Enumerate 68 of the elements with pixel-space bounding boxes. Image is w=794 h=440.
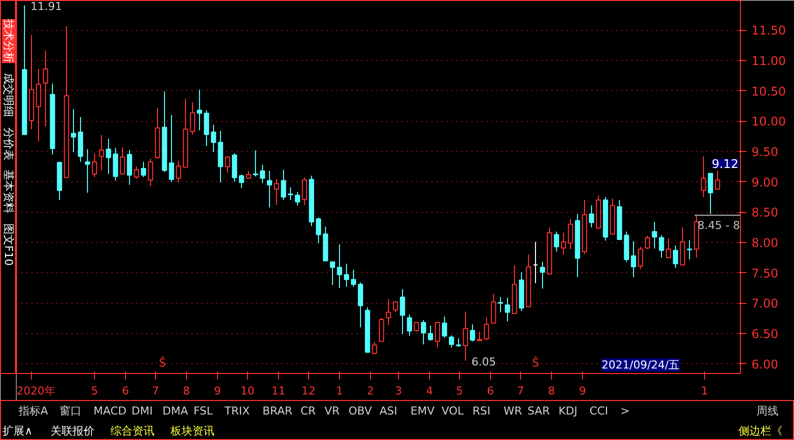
x-tick-label: 8 <box>183 384 190 398</box>
y-tick-label: 11.50 <box>752 24 786 38</box>
annotation: 11.91 <box>30 0 62 13</box>
text: DMA <box>162 404 188 418</box>
text: ASI <box>380 404 398 418</box>
x-tick-label: 2 <box>367 384 374 398</box>
x-tick-label: 5 <box>456 384 463 398</box>
x-tick-label: 11 <box>272 384 286 398</box>
text: DMI <box>132 404 153 418</box>
text: EMV <box>410 404 435 418</box>
text: RSI <box>472 404 490 418</box>
text: 指标A <box>18 404 48 418</box>
x-tick-label: 12 <box>302 384 316 398</box>
y-tick-label: 6.50 <box>752 326 778 341</box>
y-tick-label: 9.00 <box>752 175 778 190</box>
x-tick-label: 4 <box>426 384 433 398</box>
text: 图文F10 <box>2 223 15 266</box>
text: VR <box>324 404 340 418</box>
text: 周线 <box>756 404 778 418</box>
y-tick-label: 10.50 <box>752 84 786 98</box>
annotation: 6.05 <box>472 355 496 368</box>
text: TRIX <box>224 404 250 418</box>
text: 综合资讯 <box>110 424 154 438</box>
text: CR <box>300 404 316 418</box>
text: WR <box>504 404 522 418</box>
y-tick-label: 10.00 <box>752 114 786 129</box>
text: KDJ <box>558 404 578 418</box>
x-tick-label: 2020年 <box>16 384 56 398</box>
y-tick-label: 9.50 <box>752 145 778 160</box>
y-tick-label: 11.00 <box>752 54 786 68</box>
text: > <box>620 404 630 418</box>
x-tick-label: 7 <box>152 384 159 398</box>
x-tick-label: 9 <box>579 384 586 398</box>
text: 分价表 <box>2 127 15 160</box>
text: 侧边栏《 <box>738 424 782 438</box>
x-tick-label: 8 <box>548 384 555 398</box>
text: 扩展∧ <box>2 424 33 438</box>
annotation: 9.12 <box>712 157 738 171</box>
y-tick-label: 7.00 <box>752 296 778 311</box>
text: MACD <box>94 404 126 418</box>
text: BRAR <box>262 404 293 418</box>
annotation: 2021/09/24/五 <box>602 358 680 372</box>
y-tick-label: 8.50 <box>752 206 778 220</box>
x-tick-label: 6 <box>487 384 494 398</box>
x-tick-label: 1 <box>336 384 343 398</box>
text: 窗口 <box>60 404 82 418</box>
text: 基本资料 <box>2 169 15 214</box>
x-tick-label: 3 <box>395 384 402 398</box>
annotation: Ŝ <box>532 356 540 370</box>
x-tick-label: 10 <box>240 384 254 398</box>
x-tick-label: 9 <box>214 384 221 398</box>
x-tick-label: 1 <box>701 384 708 398</box>
x-tick-label: 7 <box>517 384 524 398</box>
text: 板块资讯 <box>170 424 214 438</box>
text: SAR <box>528 404 550 418</box>
text: 关联报价 <box>50 424 94 438</box>
text: CCI <box>590 404 608 418</box>
annotation: Ŝ <box>159 356 166 370</box>
text: 成交明细 <box>2 73 15 118</box>
text: OBV <box>348 404 372 418</box>
x-tick-label: 5 <box>91 384 98 398</box>
y-tick-label: 8.00 <box>752 236 778 250</box>
x-tick-label: 6 <box>122 384 129 398</box>
text: FSL <box>194 404 214 418</box>
y-tick-label: 6.00 <box>752 357 778 372</box>
text: 技术分析 <box>2 18 15 64</box>
text: VOL <box>442 404 464 418</box>
y-tick-label: 7.50 <box>752 266 778 280</box>
